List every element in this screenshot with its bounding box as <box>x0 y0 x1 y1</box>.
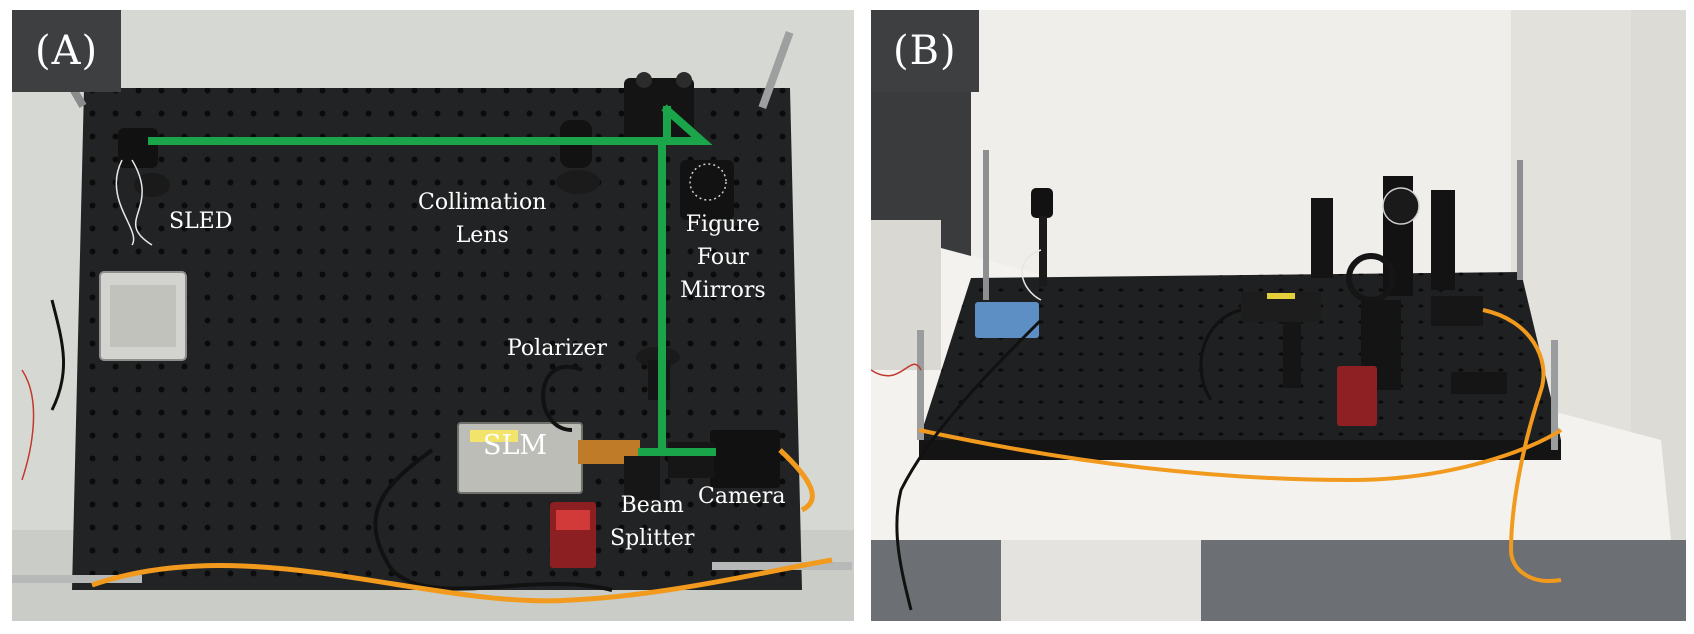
figure-four-mirror-mounts <box>624 72 734 220</box>
sled-driver-box <box>99 271 187 361</box>
label-polarizer: Polarizer <box>507 336 607 361</box>
cables-a <box>21 299 833 604</box>
laser-beam-path <box>148 104 716 456</box>
post <box>983 150 989 300</box>
slm-driver <box>550 502 596 568</box>
panel-a-tag: (A) <box>12 10 122 92</box>
post <box>917 330 924 440</box>
beam-splitter-cube <box>624 456 660 500</box>
label-camera: Camera <box>698 484 786 509</box>
slm-device-b <box>1241 292 1321 322</box>
slm-driver-b <box>1337 366 1377 426</box>
optics-cluster-b <box>1283 176 1455 390</box>
label-slm: SLM <box>483 430 548 461</box>
label-figure-four-mirrors: Figure Four Mirrors <box>680 212 766 303</box>
instrument-box <box>871 220 941 370</box>
post <box>1551 340 1558 450</box>
slm-device <box>457 422 640 494</box>
camera-device-b <box>1431 296 1483 326</box>
post <box>1517 160 1523 280</box>
cables-b <box>871 249 1563 611</box>
panel-a-scene <box>12 10 854 621</box>
sled-driver-b <box>975 302 1039 338</box>
breadboard-a <box>72 88 802 590</box>
label-beam-splitter: Beam Splitter <box>610 493 695 551</box>
panel-b-tag: (B) <box>871 10 979 92</box>
panel-a-photo: (A) SLED Collimation Lens Figure Four Mi… <box>12 10 854 621</box>
panel-b-photo: (B) <box>871 10 1686 621</box>
label-sled: SLED <box>169 209 233 234</box>
sled-mount-b <box>1031 188 1053 218</box>
label-collimation-lens: Collimation Lens <box>418 190 547 248</box>
panel-b-scene <box>871 10 1686 621</box>
